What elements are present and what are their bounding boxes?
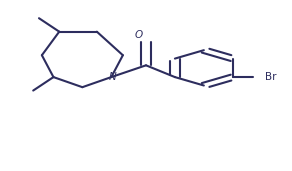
Text: O: O: [135, 30, 143, 40]
Text: N: N: [109, 72, 117, 82]
Text: Br: Br: [265, 72, 276, 82]
